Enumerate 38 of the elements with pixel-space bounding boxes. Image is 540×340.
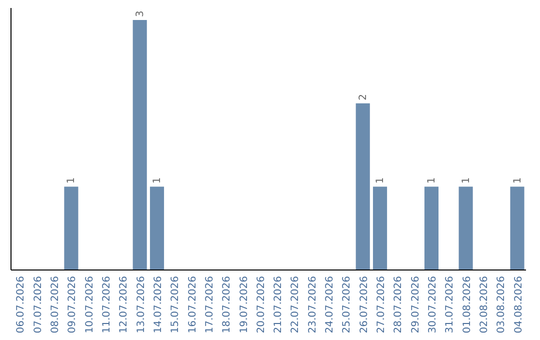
x-tick-label: 24.07.2026 (324, 276, 336, 334)
data-label: 1 (152, 177, 163, 184)
x-tick-label: 10.07.2026 (84, 276, 96, 334)
x-tick-label: 06.07.2026 (16, 276, 27, 334)
data-label: 1 (460, 177, 472, 184)
x-tick-label: 09.07.2026 (67, 276, 78, 334)
x-tick-label: 04.08.2026 (513, 276, 524, 334)
x-tick-label: 15.07.2026 (170, 276, 182, 334)
x-tick-label: 12.07.2026 (118, 276, 130, 334)
data-label: 1 (512, 177, 524, 184)
x-tick-label: 14.07.2026 (152, 276, 164, 334)
x-tick-label: 25.07.2026 (342, 276, 353, 334)
x-tick-label: 28.07.2026 (393, 276, 404, 334)
data-label: 2 (358, 94, 369, 100)
x-tick-label: 23.07.2026 (307, 276, 318, 334)
x-tick-label: 13.07.2026 (136, 276, 147, 334)
x-tick-label: 26.07.2026 (358, 276, 370, 334)
x-tick-label: 01.08.2026 (462, 276, 473, 334)
data-label: 1 (375, 177, 386, 184)
x-tick-label: 20.07.2026 (256, 276, 267, 334)
x-tick-label: 03.08.2026 (496, 276, 508, 334)
x-tick-label: 11.07.2026 (102, 276, 113, 334)
x-tick-label: 30.07.2026 (427, 276, 438, 334)
data-label: 1 (426, 177, 438, 184)
x-tick-label: 31.07.2026 (444, 276, 456, 334)
x-tick-label: 02.08.2026 (478, 276, 490, 334)
x-tick-label: 19.07.2026 (238, 276, 250, 334)
x-tick-label: 07.07.2026 (32, 276, 44, 334)
data-label: 3 (134, 10, 146, 17)
x-tick-label: 27.07.2026 (376, 276, 388, 334)
x-tick-label: 21.07.2026 (273, 276, 284, 334)
data-label: 1 (66, 177, 78, 184)
x-tick-label: 29.07.2026 (410, 276, 422, 334)
x-tick-label: 16.07.2026 (187, 276, 198, 334)
x-tick-label: 08.07.2026 (50, 276, 62, 334)
x-tick-label: 18.07.2026 (222, 276, 233, 334)
x-tick-label: 22.07.2026 (290, 276, 302, 334)
x-tick-label: 17.07.2026 (204, 276, 216, 334)
